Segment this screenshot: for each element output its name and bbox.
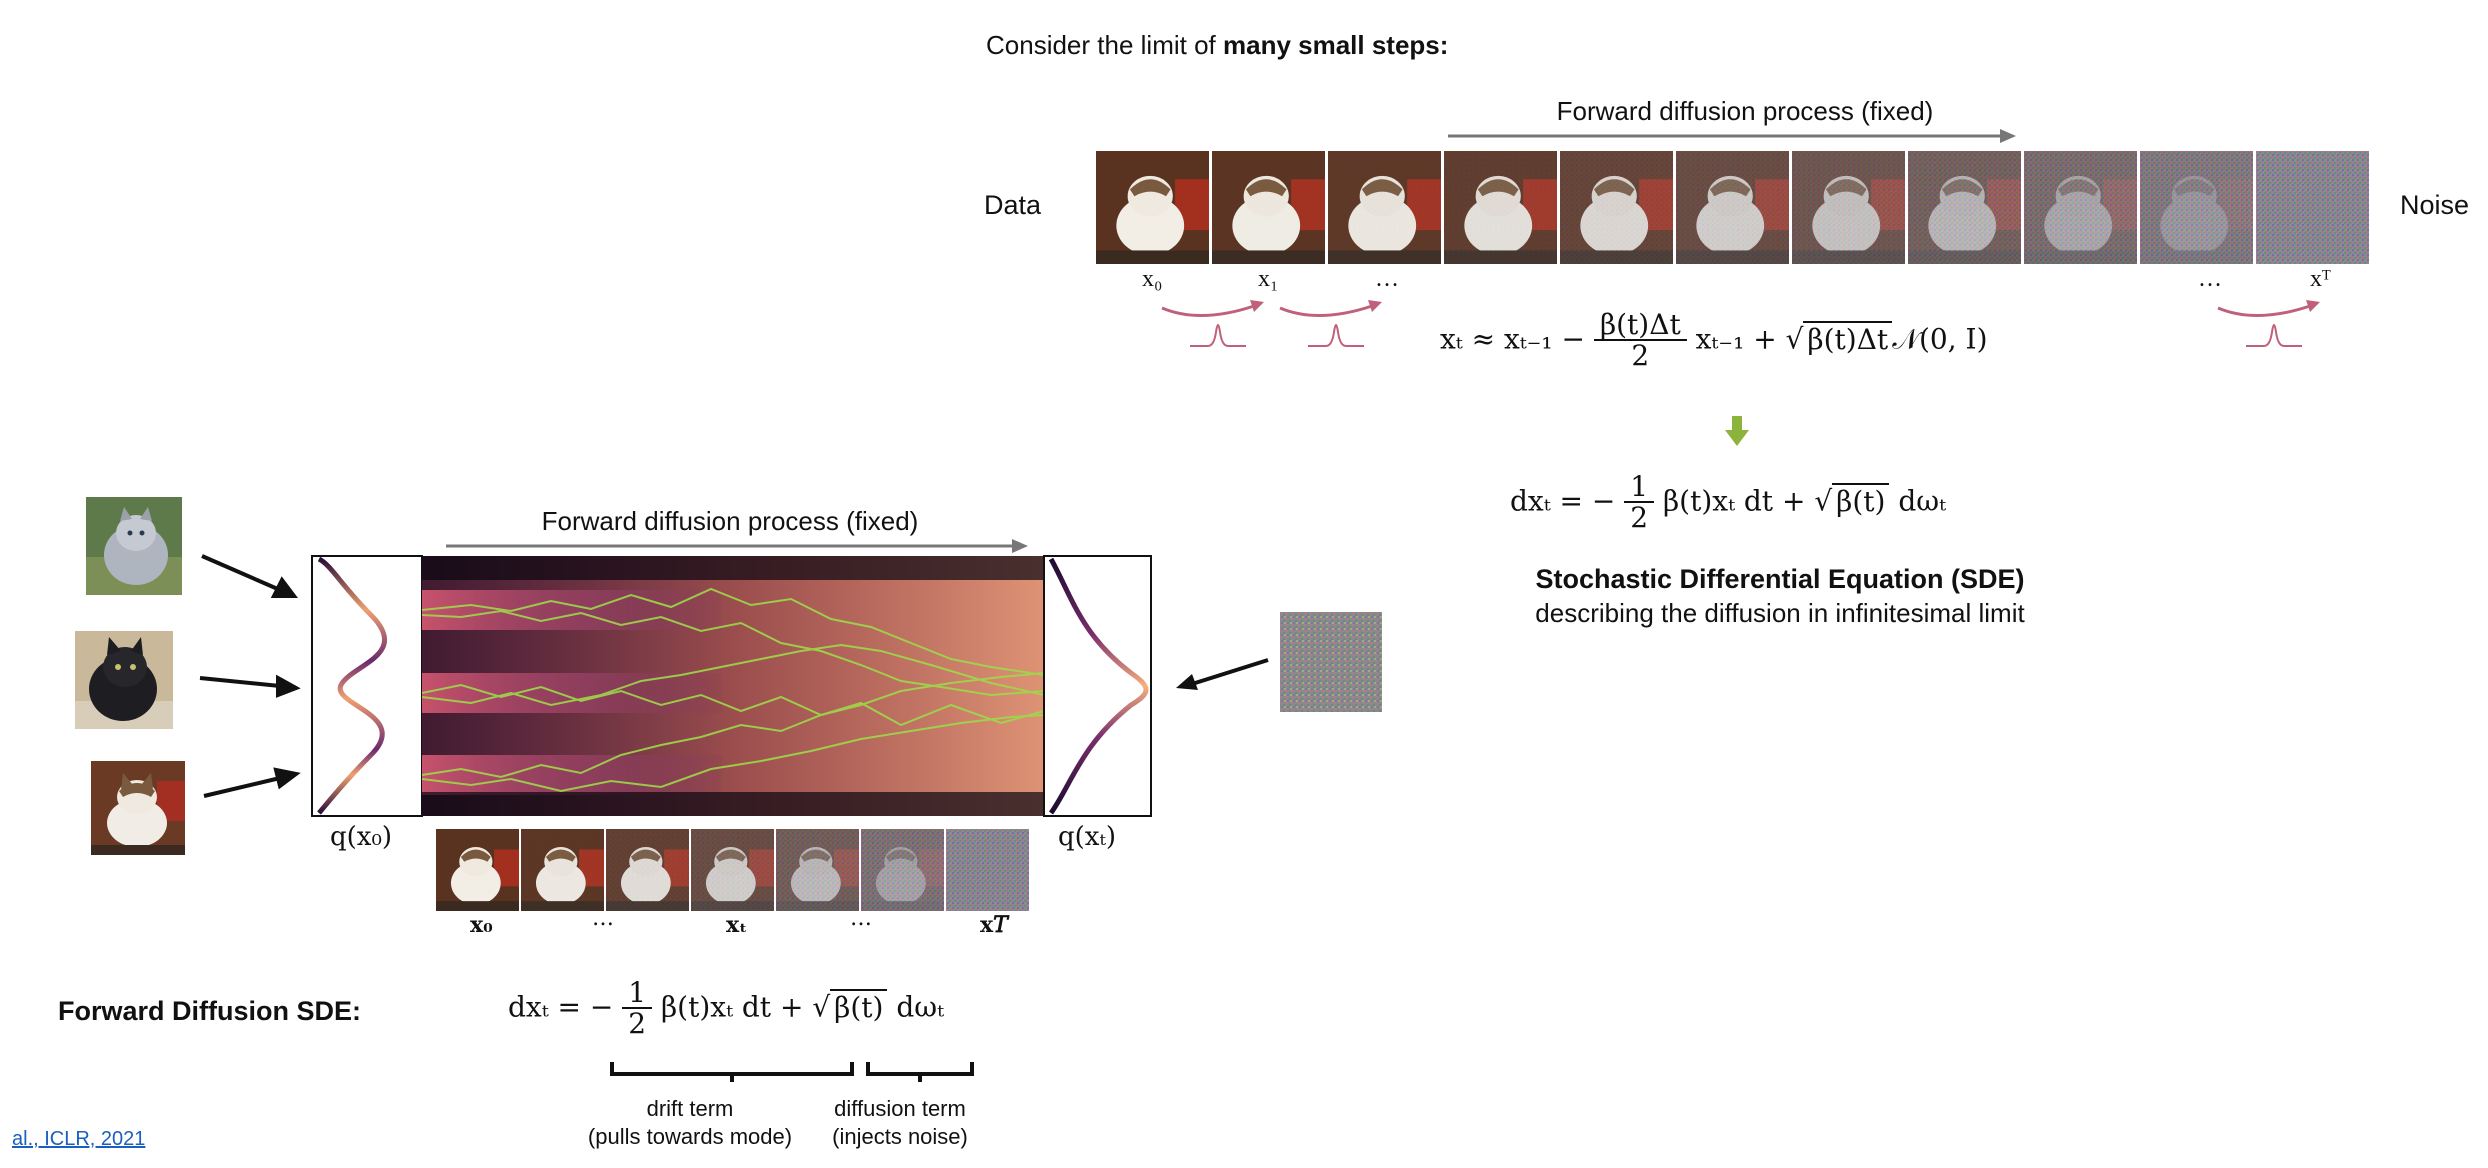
- sde-mid: β(t)xₜ dt +: [1662, 484, 1806, 518]
- diffusion-term-label: diffusion term: [834, 1096, 966, 1121]
- sde-sqrt: β(t): [1832, 482, 1890, 518]
- diffusion-frame: [2024, 151, 2137, 264]
- intro-bold: many small steps:: [1222, 30, 1449, 60]
- diffusion-frame: [1676, 151, 1789, 264]
- diffusion-frame: [1444, 151, 1557, 264]
- diffusion-frame: [861, 829, 944, 911]
- strip-label-x0: x₀: [470, 912, 493, 938]
- diffusion-frame: [2256, 151, 2369, 264]
- sde-lhs: dxₜ = −: [1510, 484, 1616, 518]
- step-label-x1: x₁: [1258, 266, 1279, 292]
- left-process-arrow: [446, 539, 1028, 553]
- diffusion-frame: [776, 829, 859, 911]
- eq-lhs: xₜ ≈ xₜ₋₁ −: [1440, 322, 1586, 356]
- diffusion-frame: [1096, 151, 1209, 264]
- q0-label: q(x₀): [330, 822, 393, 852]
- arrow-icon: [199, 554, 301, 798]
- heat-modes: [422, 590, 722, 795]
- fsde-num: 1: [622, 978, 653, 1010]
- step-arrow-1: [1161, 300, 1264, 347]
- step-transition-arrows: [1161, 300, 2320, 347]
- q0-density-curve: [317, 556, 388, 815]
- strip-label-xt: xₜ: [726, 912, 748, 938]
- intro-prefix: Consider the limit of: [986, 30, 1223, 60]
- noise-arrow-icon: [1176, 658, 1269, 690]
- fsde-tail: dωₜ: [896, 990, 945, 1024]
- step-label-ellipsis-2: …: [2198, 266, 2222, 292]
- drift-term-label: drift term: [646, 1096, 734, 1121]
- sde-title: Stochastic Differential Equation (SDE): [1535, 564, 2025, 594]
- eq-den: 2: [1631, 339, 1650, 373]
- diffusion-frame: [2140, 151, 2253, 264]
- step-label-ellipsis-1: …: [1375, 266, 1399, 292]
- sde-num: 1: [1624, 472, 1655, 504]
- forward-sde-label: Forward Diffusion SDE:: [58, 996, 361, 1026]
- diffusion-frame: [1560, 151, 1673, 264]
- diffusion-frame: [436, 829, 519, 911]
- citation-link[interactable]: al., ICLR, 2021: [12, 1128, 146, 1150]
- diffusion-frame: [1328, 151, 1441, 264]
- diffusion-frame: [691, 829, 774, 911]
- q0-box: [311, 555, 423, 817]
- intro-text: Consider the limit of many small steps:: [986, 30, 1448, 61]
- fsde-mid: β(t)xₜ dt +: [660, 990, 804, 1024]
- qT-box: [1043, 555, 1152, 817]
- diffusion-frame: [1792, 151, 1905, 264]
- cat-image-3: [91, 761, 185, 855]
- qT-density-curve: [1048, 557, 1149, 815]
- diffusion-frame: [1212, 151, 1325, 264]
- diffusion-term-note: (injects noise): [832, 1124, 968, 1149]
- fsde-lhs: dxₜ = −: [508, 990, 614, 1024]
- fsde-den: 2: [628, 1007, 647, 1041]
- strip-label-ellipsis-1: …: [592, 906, 614, 931]
- drift-term-note: (pulls towards mode): [587, 1124, 793, 1149]
- discrete-update-equation: xₜ ≈ xₜ₋₁ − β(t)Δt 2 xₜ₋₁ + √ β(t)Δt 𝒩(0, I…: [1440, 308, 1988, 373]
- sde-tail: dωₜ: [1898, 484, 1947, 518]
- eq-fraction: β(t)Δt 2: [1593, 310, 1687, 373]
- qT-label: q(xₜ): [1058, 822, 1117, 852]
- diffusion-panel: [311, 555, 1152, 817]
- cat-image-2: [75, 631, 173, 729]
- eq-num: β(t)Δt: [1593, 310, 1687, 342]
- fsde-sqrt: β(t): [830, 988, 888, 1024]
- sde-subtitle: describing the diffusion in infinitesima…: [1535, 598, 2025, 628]
- noise-image: [1280, 612, 1382, 712]
- drift-brace: [610, 1062, 854, 1082]
- left-image-strip: [436, 829, 1030, 911]
- trajectories: [421, 587, 1045, 793]
- diffusion-brace: [866, 1062, 974, 1082]
- cat-image-1: [86, 497, 182, 595]
- top-image-strip: [1096, 151, 2382, 264]
- diffusion-frame: [946, 829, 1029, 911]
- eq-sqrt: β(t)Δt: [1803, 320, 1893, 356]
- top-process-arrow: [1448, 129, 2016, 143]
- strip-label-ellipsis-2: …: [850, 906, 872, 931]
- diffusion-frame: [521, 829, 604, 911]
- term-braces: [610, 1062, 974, 1082]
- step-arrow-2: [1279, 300, 1382, 347]
- step-label-x0: x₀: [1142, 266, 1163, 292]
- step-label-xT: xᵀ: [2310, 266, 2331, 292]
- down-arrow-icon: [1725, 416, 1749, 446]
- step-arrow-3: [2217, 300, 2320, 347]
- eq-tail: 𝒩(0, I): [1892, 322, 1988, 356]
- sde-den: 2: [1630, 501, 1649, 535]
- eq-mid: xₜ₋₁ +: [1695, 322, 1777, 356]
- input-arrows: [199, 554, 301, 798]
- noise-label: Noise: [2400, 190, 2470, 220]
- strip-label-xT: x𝑇: [980, 912, 1008, 938]
- left-process-label: Forward diffusion process (fixed): [541, 506, 919, 536]
- diffusion-frame: [606, 829, 689, 911]
- top-process-label: Forward diffusion process (fixed): [1556, 96, 1934, 126]
- diffusion-frame: [1908, 151, 2021, 264]
- data-label: Data: [984, 190, 1042, 220]
